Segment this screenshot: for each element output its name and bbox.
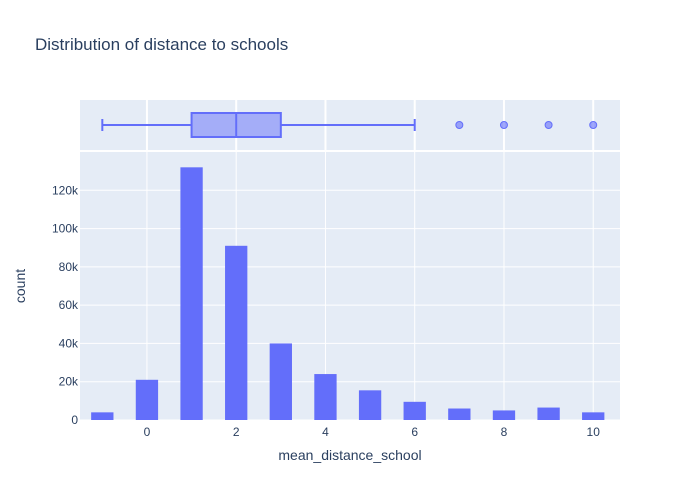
y-tick-label: 120k xyxy=(52,183,79,197)
boxplot xyxy=(101,112,598,138)
boxplot-outlier xyxy=(589,121,598,129)
histogram-bar xyxy=(582,412,605,420)
x-tick-label: 0 xyxy=(144,425,151,439)
y-tick-label: 20k xyxy=(59,375,79,389)
histogram-bar xyxy=(225,245,248,420)
histogram-bar xyxy=(135,379,159,420)
histogram-bar xyxy=(180,167,203,420)
chart-title: Distribution of distance to schools xyxy=(35,35,288,54)
y-tick-label: 0 xyxy=(71,413,78,427)
histogram-bar xyxy=(403,401,426,420)
y-tick-label: 80k xyxy=(59,260,79,274)
histogram-bar xyxy=(91,412,114,420)
histogram-bar xyxy=(492,410,516,420)
histogram-bar xyxy=(537,407,560,420)
bars xyxy=(91,167,605,420)
x-tick-label: 2 xyxy=(233,425,240,439)
y-tick-label: 60k xyxy=(59,298,79,312)
x-axis-ticks: 0 2 4 6 8 10 xyxy=(144,425,601,439)
histogram-bar xyxy=(269,343,292,420)
x-tick-label: 8 xyxy=(501,425,508,439)
gridlines xyxy=(80,152,620,421)
histogram-bar xyxy=(448,408,471,420)
y-tick-label: 40k xyxy=(59,336,79,350)
x-tick-label: 4 xyxy=(322,425,329,439)
plot-area xyxy=(80,152,620,420)
x-tick-label: 6 xyxy=(411,425,418,439)
histogram-bar xyxy=(314,374,337,420)
histogram-bar xyxy=(358,390,382,420)
boxplot-outlier xyxy=(499,121,508,129)
y-tick-label: 100k xyxy=(52,222,79,236)
y-axis-title: count xyxy=(12,269,28,303)
boxplot-outlier xyxy=(455,121,464,129)
boxplot-outlier xyxy=(544,121,553,129)
x-tick-label: 10 xyxy=(587,425,601,439)
y-axis-ticks: 0 20k 40k 60k 80k 100k 120k xyxy=(52,183,79,427)
x-axis-title: mean_distance_school xyxy=(278,447,421,463)
